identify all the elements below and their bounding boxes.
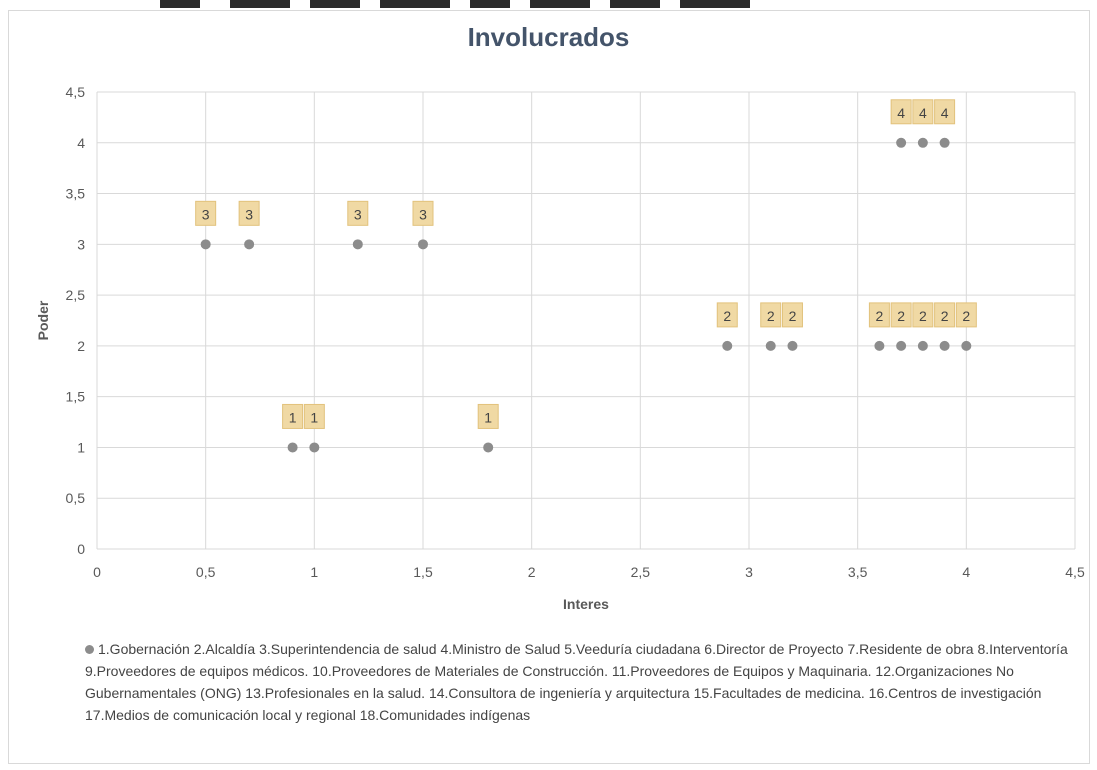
- data-label-box: [912, 302, 934, 328]
- y-tick-label: 0,5: [66, 490, 86, 506]
- data-point: [418, 239, 428, 250]
- data-point: [200, 239, 211, 250]
- data-point: [939, 340, 950, 351]
- data-label: 2: [876, 308, 884, 324]
- y-tick-label: 1: [77, 439, 85, 455]
- data-label: 2: [919, 308, 927, 324]
- data-point: [787, 340, 798, 351]
- data-label: 4: [897, 105, 905, 121]
- data-point: [896, 137, 907, 148]
- x-tick-label: 2,5: [631, 564, 651, 580]
- data-label-box: [912, 99, 934, 125]
- data-label: 1: [310, 409, 318, 425]
- data-label-box: [760, 302, 782, 328]
- x-tick-label: 1: [310, 564, 318, 580]
- data-point: [287, 442, 298, 453]
- data-point: [874, 340, 885, 351]
- data-point: [765, 340, 776, 351]
- data-label: 4: [941, 105, 949, 121]
- y-axis-title: Poder: [35, 300, 51, 340]
- data-point: [244, 239, 255, 250]
- y-tick-label: 0: [77, 541, 85, 557]
- x-tick-label: 3,5: [848, 564, 868, 580]
- data-point: [917, 340, 928, 351]
- data-label: 2: [897, 308, 905, 324]
- y-tick-label: 2,5: [66, 287, 86, 303]
- data-label: 3: [245, 206, 253, 222]
- chart-panel: [8, 10, 1090, 764]
- legend-text: 1.Gobernación 2.Alcaldía 3.Superintenden…: [85, 641, 1068, 723]
- x-axis-title: Interes: [563, 596, 609, 612]
- legend-marker: [85, 645, 94, 654]
- data-point: [961, 340, 972, 351]
- data-label-box: [868, 302, 890, 328]
- data-label: 3: [354, 206, 362, 222]
- scatter-chart: 0 0,5 1 1,5 2 2,5 3 3,5 4 4,5 0 0,5 1 1,5 2 2,5 3 3,5 4 4,5…: [35, 84, 1085, 612]
- data-label-box: [238, 200, 260, 226]
- data-label-box: [934, 99, 956, 125]
- data-point: [352, 239, 363, 250]
- x-tick-label: 4,5: [1065, 564, 1085, 580]
- data-point: [939, 137, 950, 148]
- data-point: [309, 442, 320, 453]
- x-tick-label: 1,5: [413, 564, 433, 580]
- data-label-box: [890, 99, 912, 125]
- data-point: [483, 442, 494, 453]
- data-point: [917, 137, 928, 148]
- data-label: 3: [202, 206, 210, 222]
- x-tick-label: 4: [962, 564, 970, 580]
- data-label-box: [955, 302, 977, 328]
- x-tick-label: 3: [745, 564, 753, 580]
- chart-title: Involucrados: [467, 22, 630, 52]
- data-label: 2: [767, 308, 775, 324]
- y-tick-label: 3,5: [66, 186, 86, 202]
- y-tick-label: 3: [77, 236, 85, 252]
- data-label-box: [303, 403, 325, 429]
- data-label-box: [890, 302, 912, 328]
- data-label: 2: [962, 308, 970, 324]
- y-tick-label: 4,5: [66, 84, 86, 100]
- data-label-box: [716, 302, 738, 328]
- data-label-box: [412, 200, 434, 226]
- data-label: 2: [723, 308, 731, 324]
- data-point: [896, 340, 907, 351]
- data-label-box: [477, 403, 499, 429]
- x-tick-label: 0: [93, 564, 101, 580]
- x-tick-label: 0,5: [196, 564, 216, 580]
- data-label-box: [347, 200, 369, 226]
- data-label: 1: [484, 409, 492, 425]
- data-label: 1: [289, 409, 297, 425]
- data-label-box: [934, 302, 956, 328]
- data-label: 2: [941, 308, 949, 324]
- y-tick-label: 2: [77, 338, 85, 354]
- data-label-box: [781, 302, 803, 328]
- x-tick-label: 2: [528, 564, 536, 580]
- data-label-box: [282, 403, 304, 429]
- data-point: [722, 340, 733, 351]
- legend: 1.Gobernación 2.Alcaldía 3.Superintenden…: [85, 638, 1085, 726]
- data-label: 4: [919, 105, 927, 121]
- data-label-box: [195, 200, 217, 226]
- data-label: 2: [789, 308, 797, 324]
- y-tick-label: 4: [77, 135, 85, 151]
- y-tick-label: 1,5: [66, 389, 86, 405]
- data-label: 3: [419, 206, 427, 222]
